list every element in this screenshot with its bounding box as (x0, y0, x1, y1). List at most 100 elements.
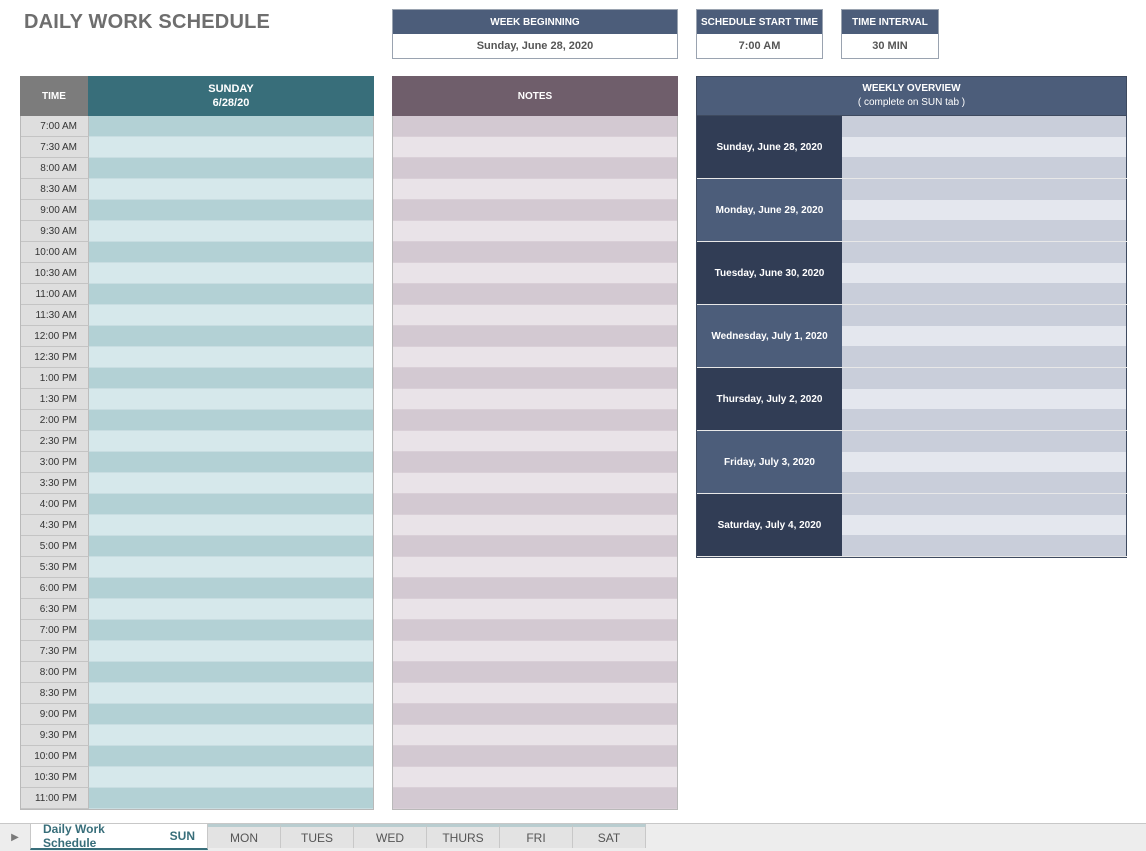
overview-line-cell[interactable] (842, 179, 1126, 200)
overview-line-cell[interactable] (842, 283, 1126, 305)
schedule-cell[interactable] (89, 641, 373, 662)
schedule-cell[interactable] (89, 578, 373, 599)
schedule-cell[interactable] (89, 179, 373, 200)
notes-cell[interactable] (393, 683, 677, 704)
notes-cell[interactable] (393, 431, 677, 452)
schedule-cell[interactable] (89, 515, 373, 536)
overview-line-cell[interactable] (842, 346, 1126, 368)
overview-line-cell[interactable] (842, 451, 1126, 473)
overview-line-cell[interactable] (842, 494, 1126, 515)
overview-line-cell[interactable] (842, 409, 1126, 431)
tab-fri[interactable]: FRI (500, 824, 573, 848)
overview-line-cell[interactable] (842, 262, 1126, 284)
overview-line-cell[interactable] (842, 388, 1126, 410)
tab-mon[interactable]: MON (208, 824, 281, 848)
overview-line-cell[interactable] (842, 116, 1126, 137)
schedule-cell[interactable] (89, 557, 373, 578)
notes-cell[interactable] (393, 599, 677, 620)
schedule-cell[interactable] (89, 620, 373, 641)
schedule-cell[interactable] (89, 788, 373, 809)
notes-cell[interactable] (393, 746, 677, 767)
schedule-cell[interactable] (89, 410, 373, 431)
schedule-cell[interactable] (89, 473, 373, 494)
overview-line-cell[interactable] (842, 305, 1126, 326)
week-beginning-value[interactable]: Sunday, June 28, 2020 (476, 40, 594, 52)
notes-cell[interactable] (393, 305, 677, 326)
schedule-cell[interactable] (89, 305, 373, 326)
overview-line-cell[interactable] (842, 136, 1126, 158)
notes-cell[interactable] (393, 389, 677, 410)
overview-line-cell[interactable] (842, 199, 1126, 221)
schedule-cell[interactable] (89, 221, 373, 242)
tab-sat[interactable]: SAT (573, 824, 646, 848)
overview-line-cell[interactable] (842, 220, 1126, 242)
schedule-cell[interactable] (89, 536, 373, 557)
overview-line-cell[interactable] (842, 242, 1126, 263)
schedule-cell[interactable] (89, 284, 373, 305)
notes-cell[interactable] (393, 494, 677, 515)
notes-cell[interactable] (393, 158, 677, 179)
schedule-cell[interactable] (89, 116, 373, 137)
notes-cell[interactable] (393, 284, 677, 305)
overview-line-cell[interactable] (842, 368, 1126, 389)
schedule-cell[interactable] (89, 767, 373, 788)
schedule-cell[interactable] (89, 683, 373, 704)
tab-tues[interactable]: TUES (281, 824, 354, 848)
schedule-cell[interactable] (89, 389, 373, 410)
schedule-cell[interactable] (89, 242, 373, 263)
notes-cell[interactable] (393, 179, 677, 200)
notes-cell[interactable] (393, 767, 677, 788)
time-interval-value[interactable]: 30 MIN (872, 40, 908, 52)
schedule-cell[interactable] (89, 326, 373, 347)
schedule-cell[interactable] (89, 662, 373, 683)
notes-cell[interactable] (393, 326, 677, 347)
schedule-cell[interactable] (89, 704, 373, 725)
schedule-cell[interactable] (89, 599, 373, 620)
notes-cell[interactable] (393, 662, 677, 683)
notes-cell[interactable] (393, 557, 677, 578)
schedule-cell[interactable] (89, 158, 373, 179)
notes-cell[interactable] (393, 200, 677, 221)
notes-cell[interactable] (393, 515, 677, 536)
tab-wed[interactable]: WED (354, 824, 427, 848)
schedule-cell[interactable] (89, 263, 373, 284)
schedule-cell[interactable] (89, 725, 373, 746)
overview-line-cell[interactable] (842, 514, 1126, 536)
schedule-cell[interactable] (89, 368, 373, 389)
notes-cell[interactable] (393, 137, 677, 158)
notes-cell[interactable] (393, 347, 677, 368)
schedule-cell[interactable] (89, 494, 373, 515)
overview-line-cell[interactable] (842, 535, 1126, 557)
notes-cell[interactable] (393, 536, 677, 557)
overview-line-cell[interactable] (842, 325, 1126, 347)
notes-cell[interactable] (393, 704, 677, 725)
notes-cell[interactable] (393, 368, 677, 389)
schedule-cell[interactable] (89, 746, 373, 767)
schedule-cell[interactable] (89, 452, 373, 473)
tab-thurs[interactable]: THURS (427, 824, 500, 848)
notes-cell[interactable] (393, 620, 677, 641)
schedule-cell[interactable] (89, 200, 373, 221)
tab-sun[interactable]: Daily Work Schedule SUN (30, 822, 208, 850)
notes-cell[interactable] (393, 263, 677, 284)
notes-cell[interactable] (393, 242, 677, 263)
notes-cell[interactable] (393, 410, 677, 431)
schedule-cell[interactable] (89, 347, 373, 368)
notes-cell[interactable] (393, 452, 677, 473)
schedule-cell[interactable] (89, 137, 373, 158)
notes-cell[interactable] (393, 578, 677, 599)
overview-line-cell[interactable] (842, 431, 1126, 452)
overview-line-cell[interactable] (842, 157, 1126, 179)
notes-cell[interactable] (393, 221, 677, 242)
time-slot-label: 7:30 AM (21, 137, 89, 158)
notes-cell[interactable] (393, 473, 677, 494)
notes-cell[interactable] (393, 641, 677, 662)
notes-cell[interactable] (393, 725, 677, 746)
schedule-cell[interactable] (89, 431, 373, 452)
start-time-value[interactable]: 7:00 AM (738, 40, 781, 52)
time-slot-label: 5:00 PM (21, 536, 89, 557)
overview-line-cell[interactable] (842, 472, 1126, 494)
tab-scroll-right-icon[interactable]: ▶ (11, 831, 19, 843)
notes-cell[interactable] (393, 788, 677, 809)
notes-cell[interactable] (393, 116, 677, 137)
